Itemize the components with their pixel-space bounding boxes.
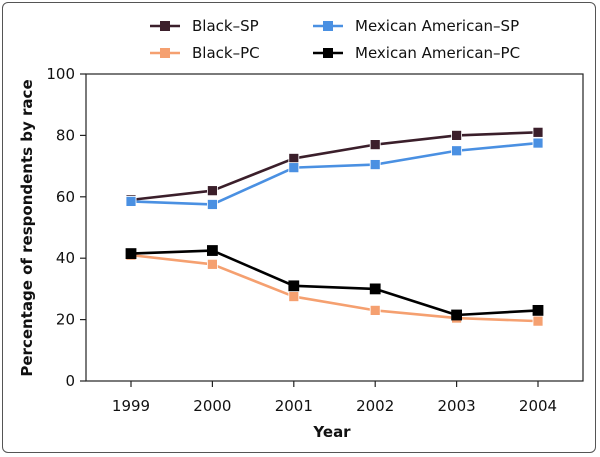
- series-1: [125, 137, 544, 210]
- series-layer: [125, 126, 544, 327]
- x-tick-label: 2001: [275, 397, 313, 415]
- data-point: [206, 258, 218, 270]
- legend-item: Mexican American–PC: [313, 44, 520, 62]
- legend-label: Black–SP: [192, 17, 259, 35]
- plot-area-border: [85, 73, 584, 382]
- x-tick-label: 2000: [193, 397, 231, 415]
- data-point: [369, 304, 381, 316]
- chart-frame: [2, 2, 596, 453]
- data-point: [369, 159, 381, 170]
- series-3: [125, 245, 544, 321]
- data-point: [369, 283, 381, 295]
- series-line: [130, 253, 539, 323]
- data-point: [206, 199, 218, 210]
- data-point: [288, 280, 300, 292]
- data-point: [125, 248, 137, 259]
- legend-item: Black–PC: [150, 44, 260, 62]
- data-point: [288, 291, 300, 302]
- y-tick-label: 100: [46, 65, 75, 83]
- legend-swatch-marker: [160, 21, 170, 31]
- data-point: [125, 196, 137, 207]
- data-point: [206, 185, 218, 197]
- data-point: [288, 162, 300, 174]
- x-tick-label: 2004: [519, 397, 557, 415]
- legend-label: Mexican American–SP: [355, 17, 519, 35]
- data-point: [532, 315, 544, 327]
- series-0: [125, 126, 544, 206]
- data-point: [288, 153, 300, 164]
- data-point: [206, 245, 218, 256]
- x-tick-label: 2002: [356, 397, 394, 415]
- data-point: [532, 137, 544, 149]
- legend-swatch-marker: [323, 21, 333, 31]
- data-point: [451, 129, 463, 141]
- series-line: [130, 141, 539, 206]
- legend-item: Mexican American–SP: [313, 17, 519, 35]
- y-tick-label: 40: [56, 249, 75, 267]
- axes: 0 20 40 60 80 100 1999 2000 2001 2002 2003 2004: [46, 65, 584, 415]
- legend-label: Mexican American–PC: [355, 44, 520, 62]
- series-line: [130, 131, 539, 202]
- legend-label: Black–PC: [192, 44, 260, 62]
- data-point: [532, 304, 544, 316]
- data-point: [532, 126, 544, 138]
- data-point: [451, 145, 463, 157]
- y-tick-label: 80: [56, 126, 75, 144]
- legend-swatch-marker: [323, 48, 333, 58]
- x-tick-label: 1999: [112, 397, 150, 415]
- legend: Black–SP Mexican American–SP Black–PC Mexic…: [150, 17, 520, 62]
- x-tick-label: 2003: [438, 397, 476, 415]
- legend-item: Black–SP: [150, 17, 259, 35]
- series-line: [130, 249, 539, 317]
- y-tick-label: 60: [56, 188, 75, 206]
- y-tick-label: 0: [65, 372, 75, 390]
- legend-swatch-marker: [160, 48, 170, 58]
- y-axis-title: Percentage of respondents by race: [18, 79, 36, 376]
- data-point: [369, 139, 381, 151]
- y-tick-label: 20: [56, 311, 75, 329]
- data-point: [451, 309, 463, 321]
- x-axis-title: Year: [312, 423, 351, 441]
